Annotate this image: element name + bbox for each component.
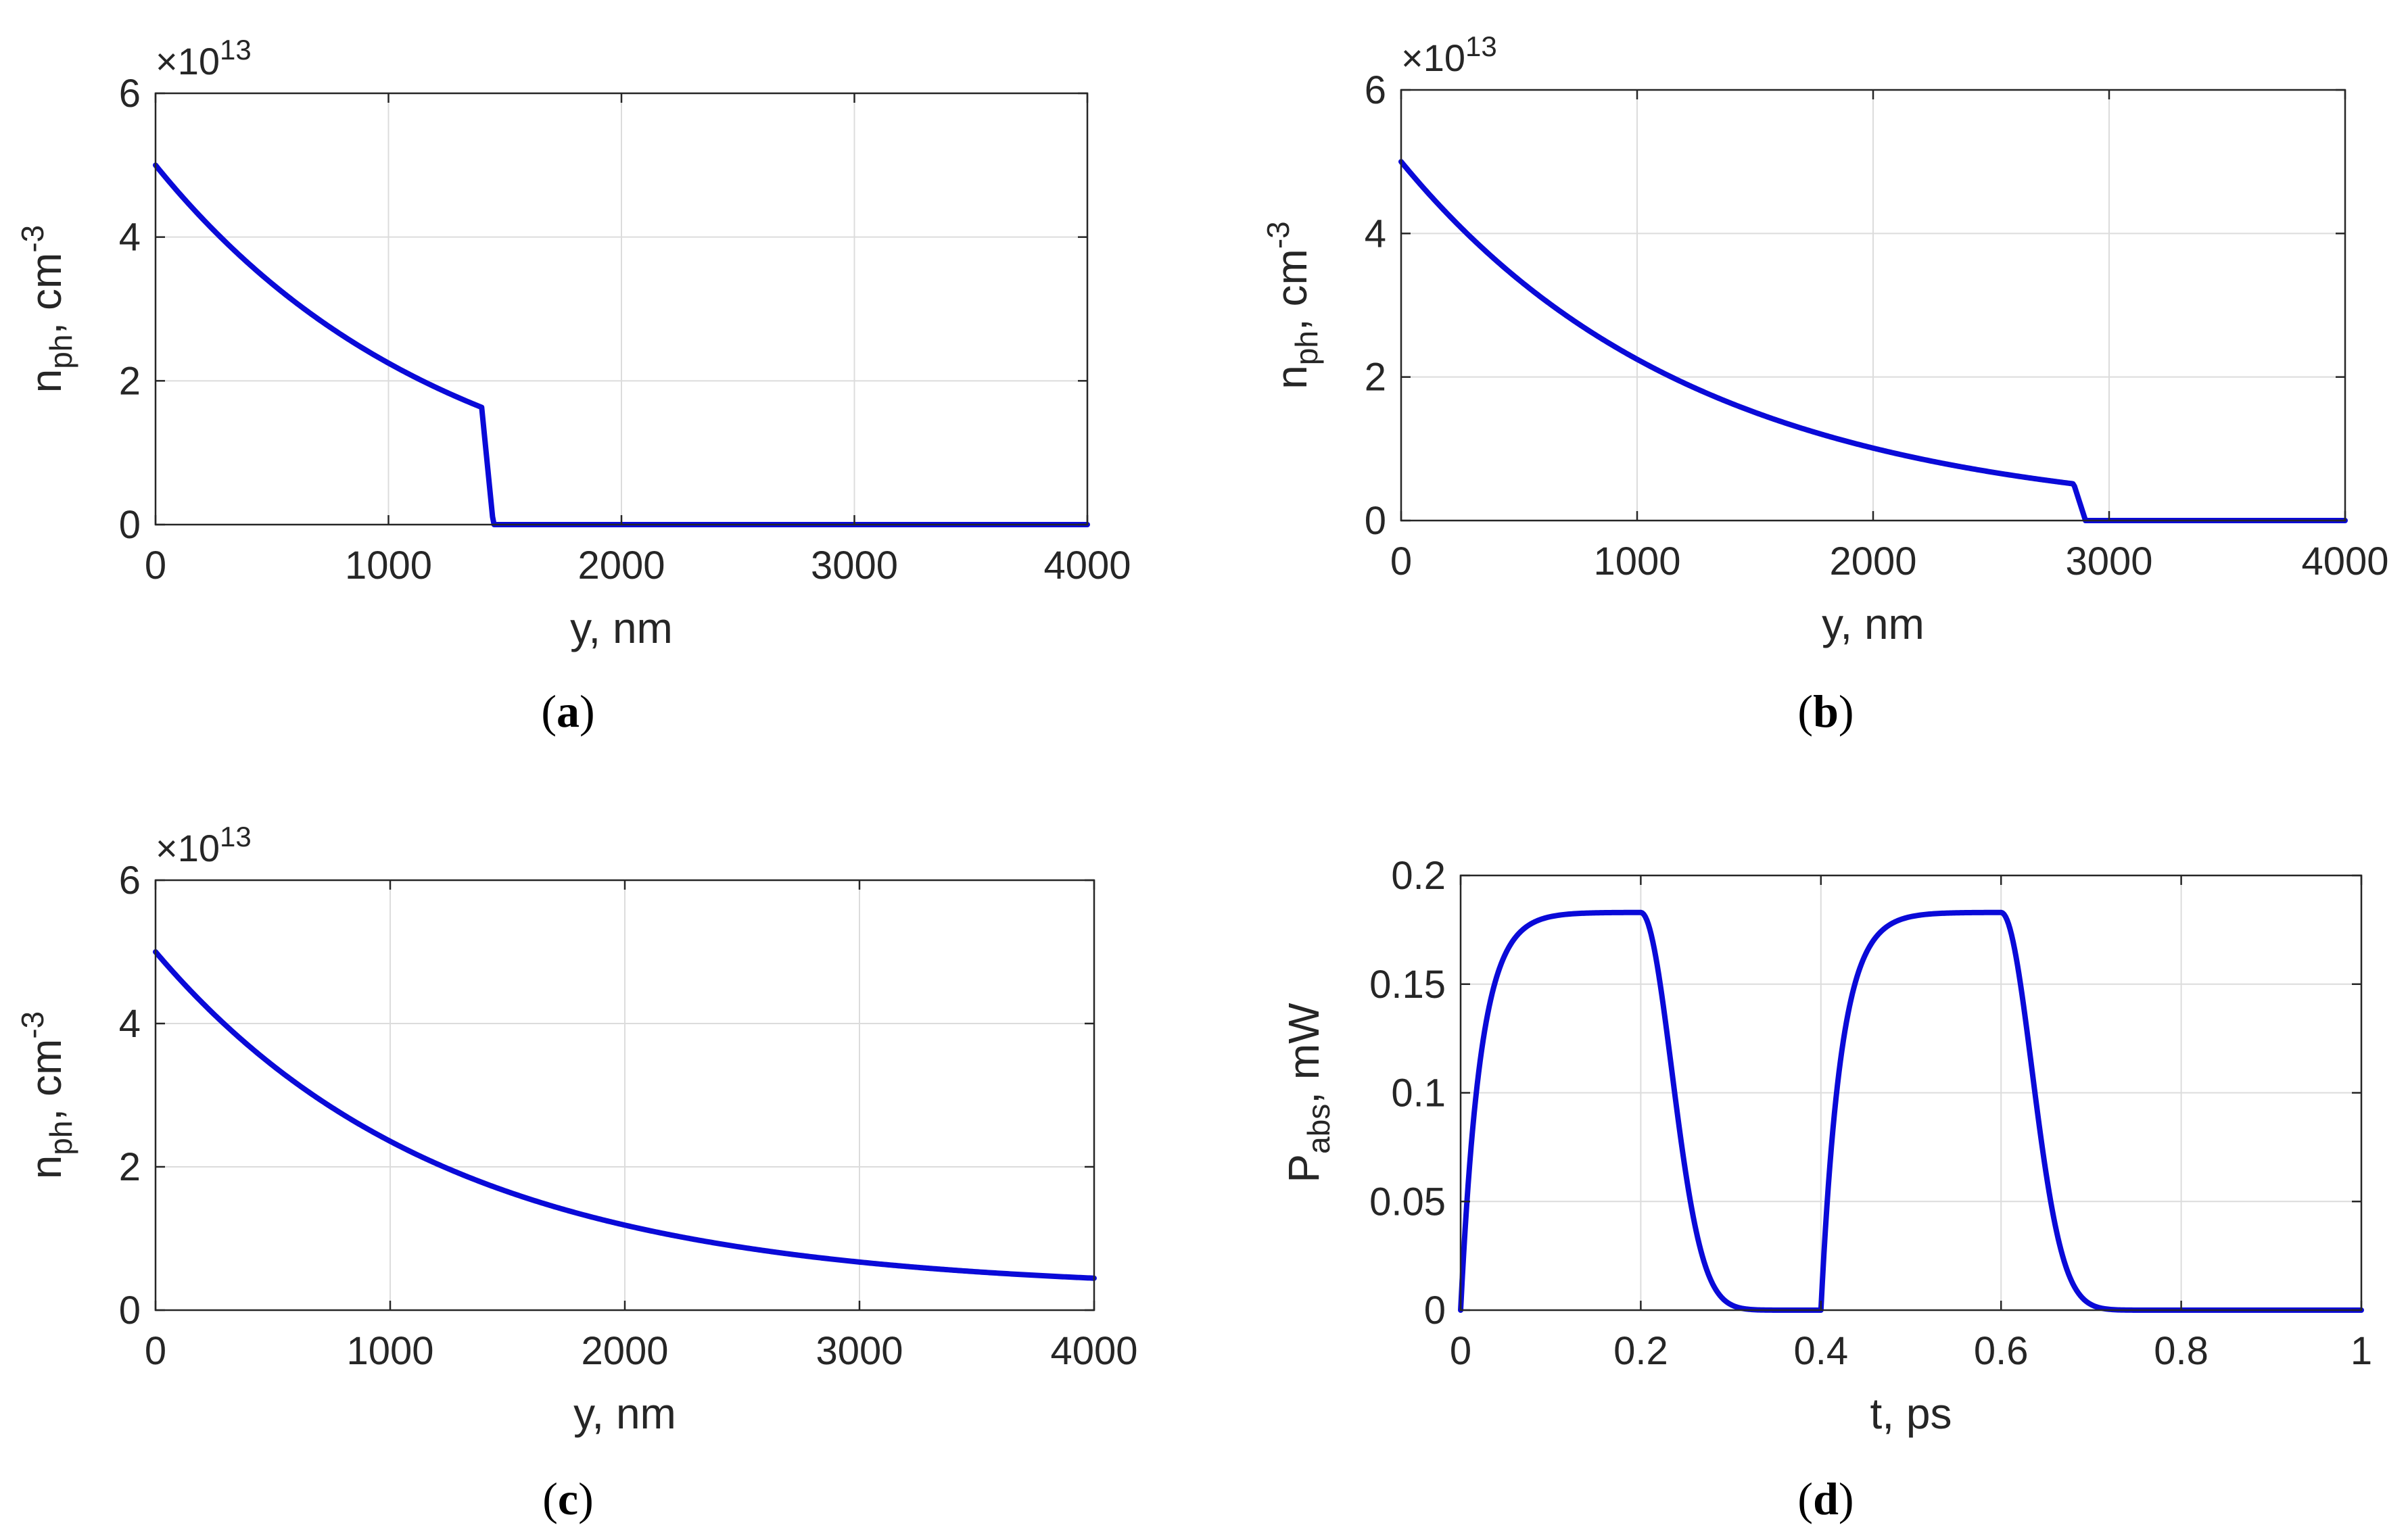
x-tick-label: 4000 [2301,539,2388,583]
panel-b: 0 1000 2000 3000 4000 0 2 4 6 ×1013 y, nm nph, cm-3… [1260,30,2389,737]
x-tick-label: 3000 [816,1329,903,1373]
y-tick-label: 0 [1365,499,1386,543]
x-tick-label: 3000 [2065,539,2152,583]
x-tick-label: 4000 [1050,1329,1137,1373]
y-tick-label: 2 [119,1145,141,1189]
x-tick-label: 3000 [811,544,898,587]
y-tick-label: 4 [119,1002,141,1046]
y-tick-label: 2 [119,359,141,403]
y-tick-label: 6 [119,859,141,903]
y-tick-label: 0 [1424,1289,1446,1332]
x-tick-label: 0 [145,1329,166,1373]
x-tick-label: 0 [1390,539,1412,583]
x-tick-label: 0.8 [2154,1329,2209,1373]
exponent-label: ×1013 [156,34,252,82]
y-tick-label: 0.1 [1391,1072,1446,1115]
panel-label: (d) [1797,1473,1854,1524]
y-tick-label: 0 [119,503,141,547]
x-axis-label: y, nm [570,604,673,652]
panel-a: 0 1000 2000 3000 4000 0 2 4 6 ×1013 y, nm nph, cm-3… [15,34,1131,737]
x-tick-label: 1000 [345,544,432,587]
exponent-label: ×1013 [1401,30,1497,79]
x-tick-label: 1000 [1593,539,1680,583]
panel-label: (b) [1797,685,1854,737]
x-tick-label: 1 [2351,1329,2372,1373]
y-axis-label: nph, cm-3 [15,1011,78,1180]
y-tick-label: 0.2 [1391,854,1446,898]
x-tick-label: 0.2 [1613,1329,1668,1373]
y-tick-label: 6 [119,72,141,116]
panel-d: 0 0.2 0.4 0.6 0.8 1 0 0.05 0.1 0.15 0.2 t, ps Pabs, … [1279,854,2372,1524]
x-tick-label: 0.6 [1974,1329,2029,1373]
y-tick-label: 0 [119,1289,141,1332]
x-axis-label: y, nm [1822,600,1925,648]
exponent-label: ×1013 [156,821,252,869]
x-tick-label: 2000 [1829,539,1916,583]
x-tick-label: 1000 [346,1329,433,1373]
y-tick-label: 2 [1365,356,1386,400]
x-axis-label: t, ps [1870,1389,1952,1438]
panel-label: (c) [542,1473,594,1524]
x-tick-label: 0 [145,544,166,587]
x-tick-label: 0.4 [1793,1329,1848,1373]
y-axis-label: nph, cm-3 [1260,221,1324,389]
x-axis-label: y, nm [573,1389,676,1438]
data-line [153,949,1097,1281]
y-tick-label: 4 [119,216,141,260]
y-tick-label: 0.15 [1369,963,1446,1007]
x-tick-label: 2000 [577,544,665,587]
y-tick-label: 4 [1365,212,1386,256]
y-tick-label: 6 [1365,68,1386,112]
y-axis-label: nph, cm-3 [15,225,78,393]
panel-label: (a) [541,685,594,737]
x-tick-label: 2000 [581,1329,668,1373]
panel-c: 0 1000 2000 3000 4000 0 2 4 6 ×1013 y, nm nph, cm-3… [15,821,1138,1524]
y-axis-label: Pabs, mW [1279,1003,1336,1183]
y-tick-label: 0.05 [1369,1180,1446,1224]
x-tick-label: 0 [1450,1329,1471,1373]
x-tick-label: 4000 [1043,544,1131,587]
